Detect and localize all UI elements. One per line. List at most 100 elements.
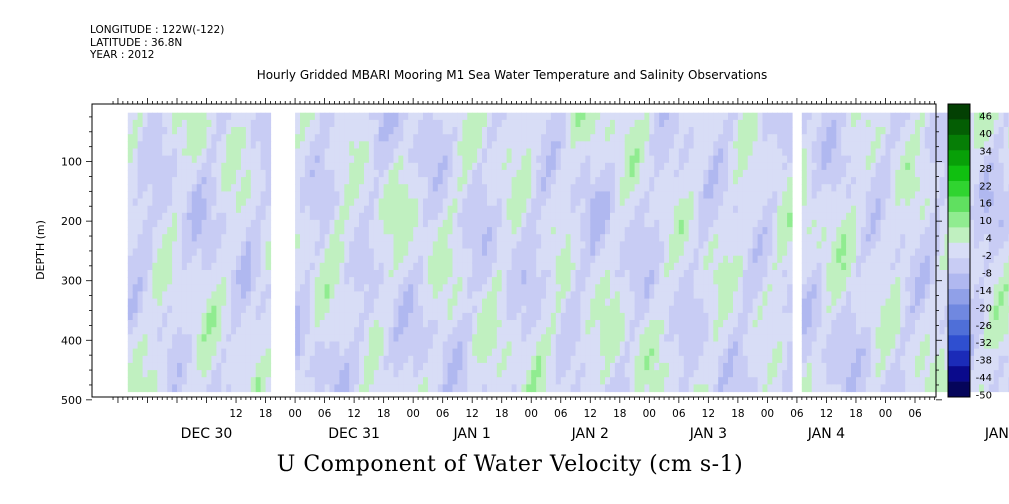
heatmap-cell bbox=[496, 119, 503, 128]
heatmap-cell bbox=[590, 327, 596, 335]
heatmap-cell bbox=[191, 148, 198, 157]
heatmap-cell bbox=[570, 177, 577, 185]
heatmap-cell bbox=[634, 384, 641, 393]
heatmap-cell bbox=[295, 291, 301, 300]
heatmap-cell bbox=[201, 248, 208, 257]
heatmap-cell bbox=[767, 355, 773, 364]
heatmap-cell bbox=[196, 119, 203, 128]
heatmap-cell bbox=[447, 348, 454, 357]
heatmap-cell bbox=[703, 370, 709, 378]
heatmap-cell bbox=[186, 169, 193, 178]
heatmap-cell bbox=[516, 234, 522, 242]
heatmap-cell bbox=[742, 148, 749, 157]
heatmap-cell bbox=[723, 355, 729, 364]
heatmap-cell bbox=[767, 148, 773, 157]
heatmap-cell bbox=[462, 377, 468, 385]
heatmap-cell bbox=[560, 241, 567, 250]
heatmap-cell bbox=[452, 312, 458, 321]
heatmap-cell bbox=[231, 348, 237, 357]
heatmap-cell bbox=[634, 334, 641, 342]
heatmap-cell bbox=[526, 327, 532, 335]
heatmap-cell bbox=[177, 255, 183, 264]
heatmap-cell bbox=[329, 155, 335, 164]
heatmap-cell bbox=[309, 334, 316, 342]
heatmap-cell bbox=[595, 298, 601, 307]
heatmap-cell bbox=[457, 205, 463, 214]
heatmap-cell bbox=[236, 284, 242, 292]
heatmap-cell bbox=[437, 277, 444, 285]
heatmap-cell bbox=[713, 184, 719, 192]
heatmap-cell bbox=[408, 234, 414, 242]
heatmap-cell bbox=[664, 305, 670, 314]
heatmap-cell bbox=[211, 227, 217, 235]
heatmap-cell bbox=[196, 370, 203, 378]
heatmap-cell bbox=[644, 362, 650, 371]
heatmap-cell bbox=[521, 341, 527, 350]
heatmap-cell bbox=[575, 298, 581, 307]
heatmap-cell bbox=[373, 227, 380, 235]
heatmap-cell bbox=[432, 327, 439, 335]
heatmap-cell bbox=[639, 291, 645, 300]
heatmap-cell bbox=[649, 291, 655, 300]
heatmap-cell bbox=[231, 219, 237, 228]
heatmap-cell bbox=[172, 320, 178, 328]
heatmap-cell bbox=[137, 262, 144, 271]
heatmap-cell bbox=[132, 291, 139, 300]
heatmap-cell bbox=[728, 327, 734, 335]
heatmap-cell bbox=[673, 284, 680, 292]
heatmap-cell bbox=[447, 191, 454, 200]
heatmap-cell bbox=[181, 370, 188, 378]
heatmap-cell bbox=[742, 234, 749, 242]
heatmap-cell bbox=[403, 119, 409, 128]
heatmap-cell bbox=[398, 341, 404, 350]
heatmap-cell bbox=[236, 112, 242, 121]
heatmap-cell bbox=[654, 291, 660, 300]
heatmap-cell bbox=[501, 248, 508, 257]
heatmap-cell bbox=[206, 112, 212, 121]
heatmap-cell bbox=[427, 119, 434, 128]
heatmap-cell bbox=[373, 291, 380, 300]
heatmap-cell bbox=[177, 112, 183, 121]
heatmap-cell bbox=[491, 205, 498, 214]
heatmap-cell bbox=[447, 198, 454, 207]
heatmap-cell bbox=[457, 134, 463, 142]
heatmap-cell bbox=[413, 348, 419, 357]
heatmap-cell bbox=[216, 134, 222, 142]
heatmap-cell bbox=[491, 255, 498, 264]
heatmap-cell bbox=[649, 284, 655, 292]
heatmap-cell bbox=[683, 348, 690, 357]
heatmap-cell bbox=[127, 277, 134, 285]
heatmap-cell bbox=[349, 205, 355, 214]
heatmap-cell bbox=[147, 219, 153, 228]
heatmap-cell bbox=[442, 169, 449, 178]
heatmap-cell bbox=[452, 305, 458, 314]
heatmap-cell bbox=[354, 119, 360, 128]
heatmap-cell bbox=[649, 270, 655, 278]
heatmap-cell bbox=[487, 241, 493, 250]
heatmap-cell bbox=[231, 312, 237, 321]
heatmap-cell bbox=[339, 219, 345, 228]
heatmap-cell bbox=[688, 284, 695, 292]
heatmap-cell bbox=[516, 305, 522, 314]
heatmap-cell bbox=[245, 184, 252, 192]
heatmap-cell bbox=[378, 169, 385, 178]
heatmap-cell bbox=[501, 305, 508, 314]
heatmap-cell bbox=[447, 298, 454, 307]
heatmap-cell bbox=[398, 277, 404, 285]
heatmap-cell bbox=[757, 155, 764, 164]
heatmap-cell bbox=[127, 119, 134, 128]
heatmap-cell bbox=[708, 212, 714, 221]
heatmap-cell bbox=[516, 284, 522, 292]
heatmap-cell bbox=[177, 298, 183, 307]
heatmap-cell bbox=[201, 127, 208, 135]
heatmap-cell bbox=[511, 320, 518, 328]
heatmap-cell bbox=[683, 177, 690, 185]
heatmap-cell bbox=[152, 234, 158, 242]
heatmap-cell bbox=[295, 312, 301, 321]
heatmap-cell bbox=[442, 284, 449, 292]
heatmap-cell bbox=[644, 291, 650, 300]
heatmap-cell bbox=[216, 198, 222, 207]
heatmap-cell bbox=[629, 148, 636, 157]
heatmap-cell bbox=[506, 284, 513, 292]
heatmap-cell bbox=[344, 370, 350, 378]
